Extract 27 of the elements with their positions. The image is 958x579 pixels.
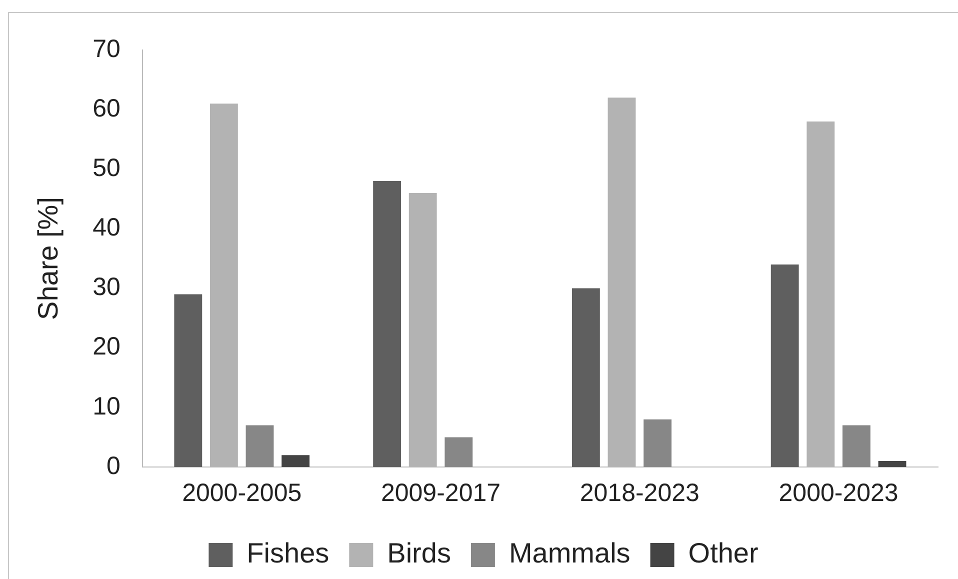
legend-label: Other xyxy=(688,538,758,569)
y-tick-label: 30 xyxy=(92,273,120,302)
legend-label: Birds xyxy=(387,538,451,569)
x-tick-label: 2009-2017 xyxy=(380,478,501,507)
y-tick-label: 20 xyxy=(92,332,120,361)
bar xyxy=(246,425,274,467)
bar xyxy=(282,455,310,467)
bar xyxy=(174,294,202,467)
y-tick-label: 70 xyxy=(92,34,120,63)
legend-label: Mammals xyxy=(508,538,630,569)
y-tick-label: 10 xyxy=(92,392,120,420)
bar xyxy=(572,288,600,467)
x-tick-label: 2018-2023 xyxy=(580,478,700,507)
bar xyxy=(373,181,402,467)
bar xyxy=(878,461,906,467)
y-tick-label: 50 xyxy=(92,154,120,182)
x-tick-label: 2000-2023 xyxy=(778,478,898,507)
y-axis-title: Share [%] xyxy=(32,197,64,320)
bar xyxy=(644,419,672,467)
bar xyxy=(842,425,870,467)
legend-label: Fishes xyxy=(246,538,330,569)
y-tick-label: 0 xyxy=(106,452,120,480)
y-tick-label: 40 xyxy=(92,214,120,242)
bar xyxy=(770,264,799,467)
bar xyxy=(444,437,473,467)
x-tick-label: 2000-2005 xyxy=(182,478,302,507)
y-tick-label: 60 xyxy=(92,94,120,122)
